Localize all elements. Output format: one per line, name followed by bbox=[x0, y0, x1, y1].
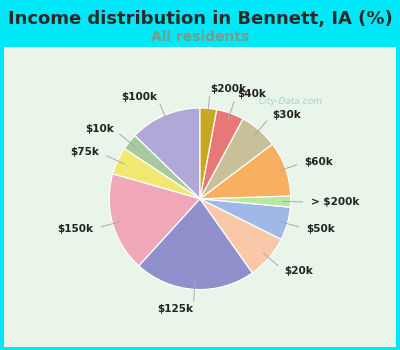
Text: $60k: $60k bbox=[304, 157, 333, 167]
Wedge shape bbox=[139, 199, 252, 289]
Wedge shape bbox=[109, 174, 200, 266]
Text: $200k: $200k bbox=[210, 84, 246, 93]
Wedge shape bbox=[200, 110, 243, 199]
Text: All residents: All residents bbox=[151, 30, 249, 44]
Text: $40k: $40k bbox=[237, 89, 266, 99]
Wedge shape bbox=[200, 199, 281, 273]
Text: $100k: $100k bbox=[121, 92, 157, 102]
Wedge shape bbox=[124, 135, 200, 199]
Text: City-Data.com: City-Data.com bbox=[258, 97, 322, 106]
Text: $125k: $125k bbox=[157, 304, 193, 314]
Text: $20k: $20k bbox=[284, 266, 313, 276]
Text: $30k: $30k bbox=[272, 110, 301, 120]
Text: $75k: $75k bbox=[70, 147, 99, 158]
Text: $150k: $150k bbox=[58, 224, 94, 234]
Text: $10k: $10k bbox=[85, 124, 114, 134]
Wedge shape bbox=[113, 149, 200, 199]
Wedge shape bbox=[200, 108, 217, 199]
Wedge shape bbox=[200, 119, 272, 199]
Text: $50k: $50k bbox=[306, 224, 335, 234]
Wedge shape bbox=[200, 144, 291, 199]
Wedge shape bbox=[200, 199, 290, 239]
Wedge shape bbox=[200, 196, 291, 207]
Wedge shape bbox=[135, 108, 200, 199]
Text: > $200k: > $200k bbox=[311, 197, 359, 207]
Text: Income distribution in Bennett, IA (%): Income distribution in Bennett, IA (%) bbox=[8, 10, 392, 28]
